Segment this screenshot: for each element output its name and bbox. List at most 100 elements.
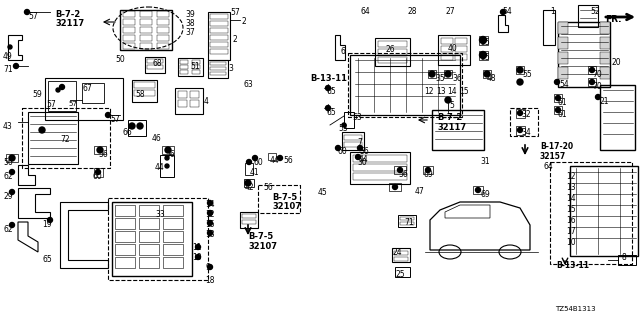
Bar — [350, 55, 460, 115]
Circle shape — [47, 218, 52, 222]
Bar — [432, 110, 484, 150]
Text: 51: 51 — [190, 62, 200, 71]
Circle shape — [106, 113, 111, 117]
Circle shape — [129, 123, 135, 129]
Text: 71: 71 — [404, 218, 413, 227]
Bar — [210, 14, 228, 19]
Text: B-7-2: B-7-2 — [55, 10, 80, 19]
Text: 53: 53 — [338, 124, 348, 133]
Bar — [147, 65, 163, 69]
Text: 68: 68 — [152, 59, 162, 68]
Bar — [178, 58, 203, 76]
Bar — [115, 218, 135, 229]
Bar — [400, 222, 414, 225]
Text: 54: 54 — [559, 80, 569, 89]
Text: 32107: 32107 — [248, 242, 277, 251]
Bar — [123, 11, 135, 17]
Text: 53: 53 — [352, 113, 362, 122]
Circle shape — [326, 106, 330, 110]
Text: 57: 57 — [46, 100, 56, 109]
Bar — [398, 215, 416, 227]
Circle shape — [195, 254, 200, 260]
Bar — [244, 179, 254, 187]
Text: 52: 52 — [590, 7, 600, 16]
Text: 61: 61 — [557, 110, 566, 119]
Bar — [140, 35, 152, 41]
Circle shape — [278, 156, 282, 161]
Text: 63: 63 — [243, 80, 253, 89]
Bar — [479, 51, 488, 60]
Bar — [600, 37, 610, 49]
Bar — [618, 255, 636, 265]
Bar — [157, 43, 170, 49]
Text: B-7-5: B-7-5 — [248, 232, 273, 241]
Circle shape — [484, 71, 490, 77]
Text: 15: 15 — [566, 205, 575, 214]
Circle shape — [56, 88, 60, 92]
Circle shape — [589, 79, 595, 84]
Circle shape — [137, 123, 143, 129]
Text: 55: 55 — [480, 38, 490, 47]
Bar — [139, 244, 159, 255]
Bar — [600, 52, 610, 64]
Bar — [178, 91, 187, 98]
Bar — [483, 70, 491, 78]
Circle shape — [476, 188, 481, 193]
Text: 61: 61 — [557, 98, 566, 107]
Circle shape — [207, 230, 212, 236]
Bar — [140, 43, 152, 49]
Circle shape — [518, 110, 522, 116]
Bar — [479, 36, 488, 45]
Bar — [139, 218, 159, 229]
Bar — [123, 43, 135, 49]
Bar — [242, 214, 256, 218]
Text: 64: 64 — [360, 7, 370, 16]
Text: 69: 69 — [480, 190, 490, 199]
Bar — [123, 35, 135, 41]
Bar — [208, 12, 230, 60]
Bar — [180, 60, 188, 64]
Text: 43: 43 — [3, 122, 13, 131]
Bar — [45, 78, 123, 120]
Circle shape — [24, 10, 29, 14]
Text: 15: 15 — [459, 87, 468, 96]
Text: B-7-5: B-7-5 — [272, 193, 297, 202]
Circle shape — [39, 127, 45, 133]
Bar — [441, 38, 453, 44]
Text: 56: 56 — [263, 183, 273, 192]
Bar — [558, 22, 610, 87]
Text: 31: 31 — [480, 157, 490, 166]
Text: 65: 65 — [42, 255, 52, 264]
Bar — [395, 267, 410, 277]
Bar — [344, 112, 354, 128]
Text: 3: 3 — [228, 64, 233, 73]
Text: 13: 13 — [205, 230, 214, 239]
Bar — [554, 106, 562, 114]
Text: 21: 21 — [600, 97, 609, 106]
Text: 15: 15 — [205, 220, 214, 229]
Bar — [180, 65, 188, 69]
Text: 18: 18 — [205, 276, 214, 285]
Bar — [157, 19, 170, 25]
Circle shape — [595, 94, 600, 100]
Text: 70: 70 — [592, 70, 602, 79]
Text: 33: 33 — [155, 210, 164, 219]
Text: 27: 27 — [445, 7, 454, 16]
Bar — [210, 42, 228, 47]
Circle shape — [429, 71, 435, 77]
Bar — [139, 205, 159, 216]
Text: 10: 10 — [192, 253, 202, 262]
Text: 56: 56 — [359, 147, 369, 156]
Text: 44: 44 — [155, 163, 164, 172]
Bar — [554, 94, 562, 102]
Bar — [438, 35, 470, 65]
Bar — [48, 81, 76, 111]
Text: B-13-11: B-13-11 — [310, 74, 347, 83]
Text: 32117: 32117 — [437, 123, 466, 132]
Text: 12: 12 — [566, 172, 575, 181]
Text: 49: 49 — [3, 52, 13, 61]
Bar — [588, 66, 596, 74]
Bar — [378, 57, 407, 63]
Bar — [178, 100, 187, 107]
Bar — [28, 112, 78, 164]
